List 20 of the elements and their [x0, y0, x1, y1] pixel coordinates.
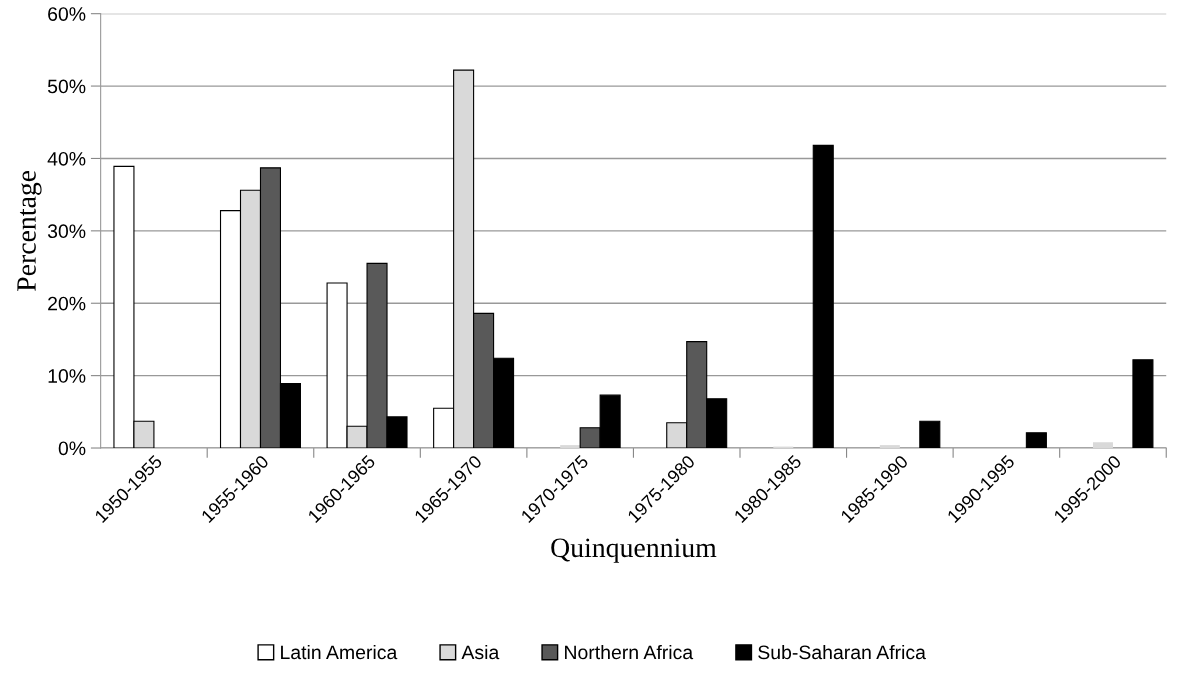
y-tick-label: 60% — [48, 7, 86, 21]
legend-label: Asia — [461, 644, 500, 660]
y-tick-label: 0% — [58, 441, 86, 456]
legend-label: Northern Africa — [565, 644, 694, 660]
bar — [879, 445, 900, 449]
y-tick-label: 50% — [47, 79, 86, 94]
bar — [1025, 432, 1047, 449]
legend-label: Sub-Saharan Africa — [758, 644, 926, 660]
y-tick-label: 10% — [48, 369, 86, 383]
bar — [560, 445, 581, 449]
y-tick-label: 20% — [48, 296, 86, 311]
y-tick-label: 40% — [47, 151, 86, 166]
bar — [919, 420, 941, 449]
bar — [1092, 442, 1113, 449]
y-tick-label: 30% — [47, 224, 86, 239]
y-axis-title: Percentage — [17, 170, 42, 291]
bar — [1132, 359, 1154, 449]
legend-label: Latin America — [281, 644, 398, 660]
bar — [812, 144, 834, 449]
x-axis-title: Quinquennium — [551, 538, 717, 563]
